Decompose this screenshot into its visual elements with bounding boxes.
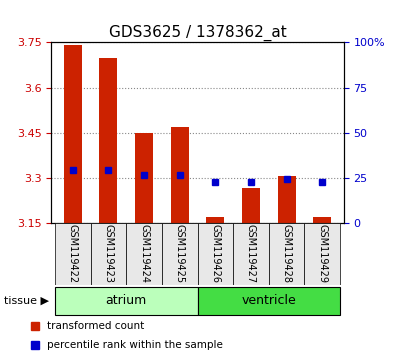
Bar [207,217,224,223]
FancyBboxPatch shape [162,223,198,285]
FancyBboxPatch shape [90,223,126,285]
Bar [64,45,82,223]
Text: GSM119429: GSM119429 [317,224,327,284]
FancyBboxPatch shape [55,223,90,285]
Bar [171,127,188,223]
Text: atrium: atrium [105,295,147,307]
Text: GSM119428: GSM119428 [282,224,292,284]
Text: ventricle: ventricle [241,295,296,307]
Text: percentile rank within the sample: percentile rank within the sample [47,340,222,350]
Text: GSM119426: GSM119426 [210,224,220,284]
FancyBboxPatch shape [198,223,233,285]
FancyBboxPatch shape [233,223,269,285]
FancyBboxPatch shape [126,223,162,285]
FancyBboxPatch shape [198,287,340,315]
Text: GSM119425: GSM119425 [175,224,185,284]
Bar [278,176,295,223]
Title: GDS3625 / 1378362_at: GDS3625 / 1378362_at [109,25,286,41]
Text: tissue ▶: tissue ▶ [4,296,49,306]
Text: GSM119423: GSM119423 [103,224,113,284]
FancyBboxPatch shape [305,223,340,285]
Bar [242,188,260,223]
Text: GSM119422: GSM119422 [68,224,78,284]
Bar [313,217,331,223]
Text: GSM119427: GSM119427 [246,224,256,284]
Text: transformed count: transformed count [47,321,144,331]
Bar [100,57,117,223]
FancyBboxPatch shape [269,223,305,285]
Text: GSM119424: GSM119424 [139,224,149,284]
FancyBboxPatch shape [55,287,198,315]
Bar [135,133,153,223]
